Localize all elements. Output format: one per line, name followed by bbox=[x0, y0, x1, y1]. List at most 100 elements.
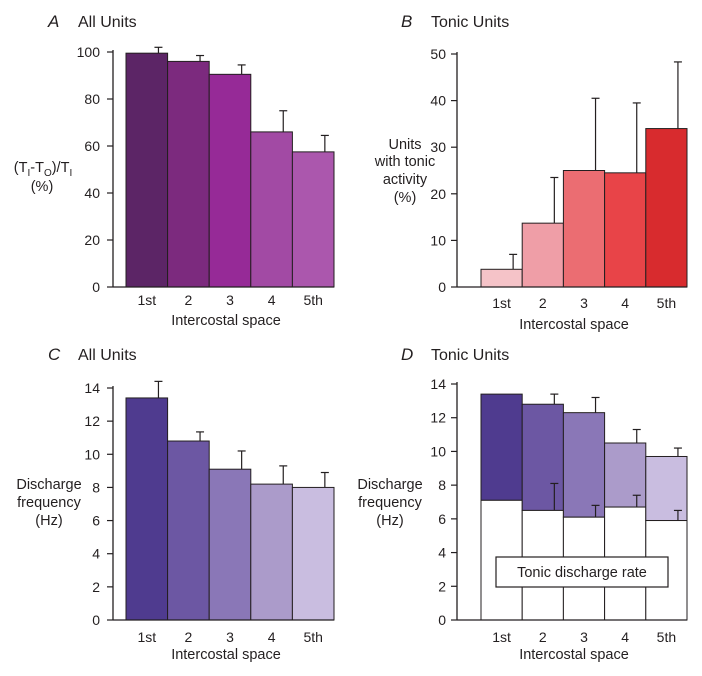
panel-d-ylabel-line3: (Hz) bbox=[376, 513, 403, 529]
panel-c-y-tick-label: 10 bbox=[84, 446, 100, 462]
panel-d-bar-upper bbox=[562, 412, 606, 518]
panel-d-title: Tonic Units bbox=[431, 347, 509, 364]
panel-d-xlabel: Intercostal space bbox=[519, 647, 629, 663]
panel-b-xlabel: Intercostal space bbox=[519, 317, 629, 333]
panel-b-y-tick-label: 0 bbox=[438, 279, 446, 295]
panel-b-bar bbox=[604, 172, 647, 288]
panel-c-y-tick-label: 4 bbox=[92, 546, 100, 562]
panel-d-y-tick-label: 4 bbox=[438, 545, 446, 561]
panel-a-y-tick-label: 100 bbox=[77, 44, 101, 60]
panel-d-bar-upper bbox=[521, 403, 564, 511]
panel-d-y-tick-label: 8 bbox=[438, 477, 446, 493]
panel-b-x-tick-label: 5th bbox=[657, 295, 676, 311]
panel-a-x-tick-label: 1st bbox=[137, 292, 156, 308]
panel-d-bar-upper bbox=[480, 393, 523, 501]
panel-a-bar bbox=[208, 73, 252, 288]
panel-b-y-tick-label: 20 bbox=[430, 186, 446, 202]
panel-c-x-tick-label: 4 bbox=[268, 629, 276, 645]
panel-d-legend-label: Tonic discharge rate bbox=[517, 565, 647, 581]
panel-c-xlabel: Intercostal space bbox=[171, 647, 281, 663]
panel-b-x-tick-label: 3 bbox=[580, 295, 588, 311]
panel-a-bar bbox=[291, 151, 335, 288]
panel-b-plot: 0 10 20 30 40 50 1st 2 3 4 5th bbox=[430, 46, 688, 311]
panel-d-y-tick-label: 0 bbox=[438, 612, 446, 628]
panel-d-x-tick-label: 4 bbox=[621, 629, 629, 645]
panel-c-bar bbox=[250, 483, 293, 621]
panel-a-y-tick-label: 40 bbox=[84, 185, 100, 201]
panel-a-y-tick-label: 60 bbox=[84, 138, 100, 154]
panel-c-letter: C bbox=[48, 345, 61, 364]
panel-b-y-tick-label: 50 bbox=[430, 46, 446, 62]
panel-b: B Tonic Units Units with tonic activity … bbox=[374, 12, 629, 333]
panel-c-ylabel-line2: frequency bbox=[17, 495, 81, 511]
panel-d-y-tick-label: 6 bbox=[438, 511, 446, 527]
panel-d-x-tick-label: 5th bbox=[657, 629, 676, 645]
panel-b-ylabel-line2: with tonic bbox=[374, 154, 435, 170]
panel-d-x-tick-label: 2 bbox=[539, 629, 547, 645]
panel-a-y-tick-label: 20 bbox=[84, 232, 100, 248]
panel-d-bar-upper bbox=[604, 442, 647, 508]
panel-b-ylabel-line3: activity bbox=[383, 172, 428, 188]
panel-c-bar bbox=[167, 440, 210, 621]
panel-c-y-tick-label: 12 bbox=[84, 413, 100, 429]
panel-c: C All Units Discharge frequency (Hz) Int… bbox=[16, 345, 280, 663]
panel-a-ylabel-unit: (%) bbox=[31, 179, 54, 195]
panel-c-y-tick-label: 6 bbox=[92, 513, 100, 529]
panel-c-bar bbox=[208, 468, 252, 621]
panel-a-xlabel: Intercostal space bbox=[171, 313, 281, 329]
panel-c-bar bbox=[125, 397, 169, 621]
panel-c-y-tick-label: 2 bbox=[92, 579, 100, 595]
panel-d-ylabel-line2: frequency bbox=[358, 495, 422, 511]
panel-b-ylabel-line1: Units bbox=[388, 137, 421, 153]
panel-d-letter: D bbox=[401, 345, 413, 364]
panel-b-letter: B bbox=[401, 12, 412, 31]
panel-d-y-tick-label: 12 bbox=[430, 410, 446, 426]
panel-d-ylabel-line1: Discharge bbox=[357, 477, 422, 493]
panel-d-y-tick-label: 14 bbox=[430, 376, 446, 392]
panel-b-bar bbox=[562, 170, 606, 288]
panel-b-x-tick-label: 4 bbox=[621, 295, 629, 311]
panel-d-x-tick-label: 3 bbox=[580, 629, 588, 645]
panel-d-y-tick-label: 10 bbox=[430, 443, 446, 459]
panel-a-x-tick-label: 5th bbox=[303, 292, 322, 308]
panel-a-y-tick-label: 0 bbox=[92, 279, 100, 295]
panel-c-x-tick-label: 3 bbox=[226, 629, 234, 645]
panel-c-title: All Units bbox=[78, 347, 137, 364]
panel-a-plot: 0 20 40 60 80 100 1st 2 3 4 5th bbox=[77, 44, 335, 308]
panel-d-x-tick-label: 1st bbox=[492, 629, 511, 645]
panel-a: A All Units (TI-TO)/TI (%) Intercostal s… bbox=[14, 12, 281, 329]
panel-b-x-tick-label: 1st bbox=[492, 295, 511, 311]
panel-c-ylabel-line1: Discharge bbox=[16, 477, 81, 493]
panel-a-ylabel: (TI-TO)/TI bbox=[14, 160, 72, 179]
panel-c-plot: 0 2 4 6 8 10 12 14 1st 2 3 4 5th bbox=[84, 380, 335, 645]
panel-b-y-tick-label: 30 bbox=[430, 139, 446, 155]
panel-a-x-tick-label: 4 bbox=[268, 292, 276, 308]
panel-c-y-tick-label: 8 bbox=[92, 479, 100, 495]
panel-b-ylabel-line4: (%) bbox=[394, 190, 417, 206]
panel-d-legend-box bbox=[495, 556, 669, 588]
panel-a-y-tick-label: 80 bbox=[84, 91, 100, 107]
panel-c-bar bbox=[291, 486, 335, 621]
panel-c-x-tick-label: 2 bbox=[185, 629, 193, 645]
panel-b-y-tick-label: 40 bbox=[430, 93, 446, 109]
panel-b-x-tick-label: 2 bbox=[539, 295, 547, 311]
panel-b-bar bbox=[521, 222, 564, 288]
panel-a-title: All Units bbox=[78, 14, 137, 31]
panel-a-letter: A bbox=[47, 12, 59, 31]
panel-c-ylabel-line3: (Hz) bbox=[35, 513, 62, 529]
panel-b-y-tick-label: 10 bbox=[430, 232, 446, 248]
panel-c-x-tick-label: 1st bbox=[137, 629, 156, 645]
panel-c-x-tick-label: 5th bbox=[303, 629, 322, 645]
panel-b-bar bbox=[480, 268, 523, 288]
panel-a-bar bbox=[125, 52, 169, 288]
panel-b-title: Tonic Units bbox=[431, 14, 509, 31]
panel-c-y-tick-label: 0 bbox=[92, 612, 100, 628]
panel-a-x-tick-label: 3 bbox=[226, 292, 234, 308]
panel-d: D Tonic Units Discharge frequency (Hz) I… bbox=[357, 345, 628, 663]
panel-d-plot: 0 2 4 6 8 10 12 14 1st 2 3 4 5th Tonic discharge rate bbox=[430, 376, 688, 645]
panel-a-bar bbox=[167, 60, 210, 288]
panel-c-y-tick-label: 14 bbox=[84, 380, 100, 396]
panel-a-bar bbox=[250, 131, 293, 288]
